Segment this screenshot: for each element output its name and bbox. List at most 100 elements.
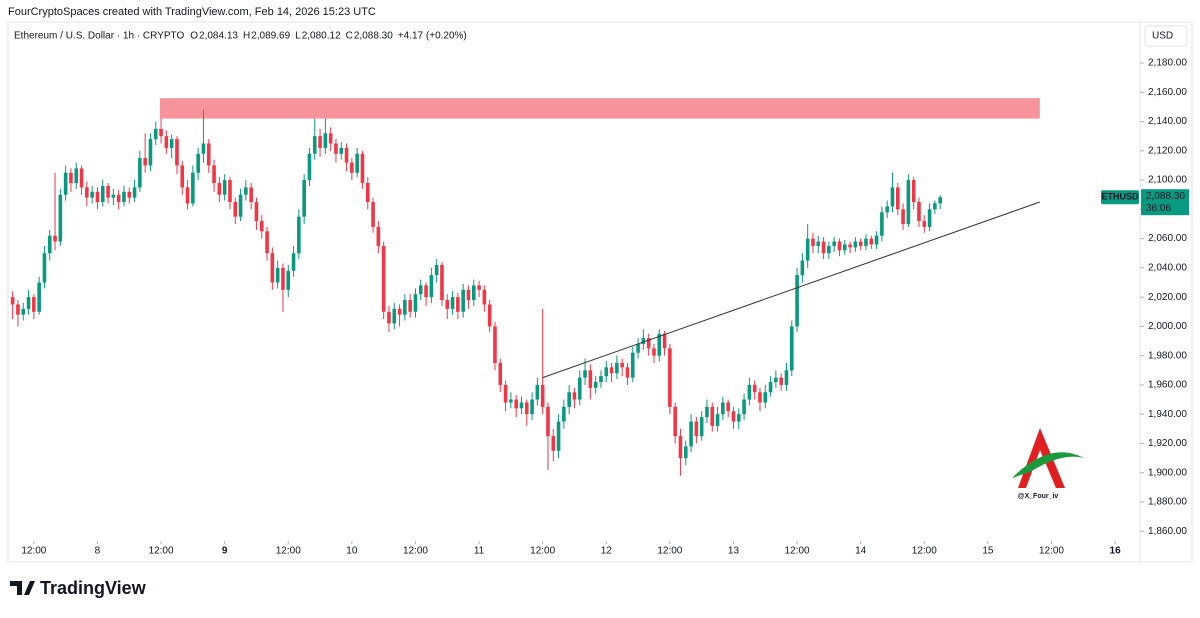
- currency: USD: [1152, 31, 1173, 42]
- frame: [7, 21, 1193, 563]
- candle-body: [567, 392, 571, 407]
- y-tick-label: 2,060.00: [1148, 233, 1187, 244]
- candle-body: [662, 333, 667, 349]
- candle-body: [281, 267, 285, 290]
- candle-body: [874, 235, 879, 245]
- candle-body: [668, 348, 672, 407]
- candle-body: [275, 267, 280, 283]
- candle-body: [630, 352, 635, 378]
- symbol-tag: ETHUSD: [1101, 192, 1139, 202]
- candle-body: [328, 133, 333, 144]
- candle-body: [774, 377, 778, 382]
- candle-body: [509, 399, 513, 403]
- candle-body: [334, 143, 338, 154]
- candle-body: [906, 180, 911, 224]
- candle-body: [312, 136, 317, 154]
- candle-body: [323, 133, 328, 148]
- candle-body: [827, 245, 831, 254]
- y-tick-label: 1,860.00: [1148, 526, 1187, 537]
- candle-body: [927, 209, 932, 227]
- candle-body: [180, 165, 185, 188]
- candle-body: [726, 402, 730, 412]
- candle-body: [853, 241, 858, 248]
- candle-body: [307, 153, 312, 181]
- candle-body: [228, 180, 232, 203]
- candle-body: [429, 275, 434, 298]
- candle-body: [805, 238, 810, 261]
- x-tick-label: 11: [474, 546, 485, 557]
- candle-body: [10, 297, 15, 305]
- candle-body: [408, 300, 412, 312]
- candle-body: [291, 253, 296, 271]
- candle-body: [450, 297, 455, 309]
- candle-body: [392, 308, 397, 324]
- candle-body: [371, 202, 375, 227]
- candle-body: [768, 381, 773, 393]
- candle-body: [100, 185, 105, 203]
- candle-body: [233, 202, 238, 217]
- x-tick-label: 12:00: [21, 546, 46, 557]
- candle-body: [615, 362, 619, 374]
- candle-body: [418, 285, 423, 295]
- candle-body: [864, 238, 868, 246]
- candle-body: [175, 139, 179, 166]
- candle-body: [169, 139, 174, 148]
- logo-a: [1018, 428, 1065, 488]
- y-tick-label: 2,040.00: [1148, 263, 1187, 274]
- candle-body: [339, 147, 344, 154]
- candle-body: [885, 206, 889, 213]
- legend-value: 2,084.13: [199, 31, 238, 42]
- countdown: 36:06: [1146, 203, 1171, 214]
- x-tick-label: 10: [346, 546, 358, 557]
- candle-body: [159, 128, 163, 137]
- candle-body: [397, 308, 402, 315]
- candle-body: [42, 253, 47, 283]
- symbol: Ethereum / U.S. Dollar · 1h · CRYPTO: [14, 31, 184, 42]
- x-tick-label: 16: [1110, 546, 1122, 557]
- candle-body: [254, 202, 259, 222]
- y-tick-label: 1,900.00: [1148, 467, 1187, 478]
- candle-body: [32, 297, 36, 312]
- candle-body: [747, 384, 752, 400]
- currency-box: [1144, 25, 1188, 47]
- candle-body: [482, 289, 487, 305]
- legend: Ethereum / U.S. Dollar · 1h · CRYPTO O 2,…: [14, 31, 467, 42]
- candle-body: [620, 362, 624, 368]
- y-tick-label: 2,140.00: [1148, 116, 1187, 127]
- x-tick-label: 12:00: [785, 546, 810, 557]
- candle-body: [869, 238, 874, 245]
- candle-body: [699, 417, 704, 437]
- candle-body: [493, 326, 497, 363]
- candle-body: [758, 392, 762, 403]
- candle-body: [206, 143, 211, 166]
- y-tick-label: 2,180.00: [1148, 58, 1187, 69]
- x-tick-label: 12:00: [912, 546, 937, 557]
- candle-body: [503, 384, 508, 403]
- candle-body: [344, 147, 349, 163]
- candle-body: [21, 308, 26, 315]
- candle-body: [609, 367, 614, 374]
- x-tick-label: 12:00: [657, 546, 682, 557]
- y-tick-label: 1,880.00: [1148, 497, 1187, 508]
- candle-body: [244, 187, 248, 195]
- candle-body: [657, 333, 662, 356]
- candle-body: [731, 411, 736, 422]
- candle-body: [122, 191, 126, 203]
- legend-change: +4.17 (+0.20%): [398, 31, 467, 42]
- candle-body: [604, 367, 609, 377]
- x-tick-label: 12:00: [530, 546, 555, 557]
- resistance-zone: [159, 98, 1040, 119]
- y-tick-label: 2,100.00: [1148, 175, 1187, 186]
- candle-body: [270, 253, 275, 283]
- candle-body: [583, 370, 587, 378]
- credit: FourCryptoSpaces created with TradingVie…: [8, 6, 376, 18]
- candle-body: [498, 362, 503, 385]
- plot: [10, 98, 1040, 476]
- candle-body: [196, 153, 200, 173]
- candle-body: [763, 392, 768, 403]
- legend-key: O: [190, 31, 198, 42]
- candle-body: [466, 289, 471, 301]
- candle-body: [74, 168, 79, 184]
- candle-body: [779, 377, 783, 385]
